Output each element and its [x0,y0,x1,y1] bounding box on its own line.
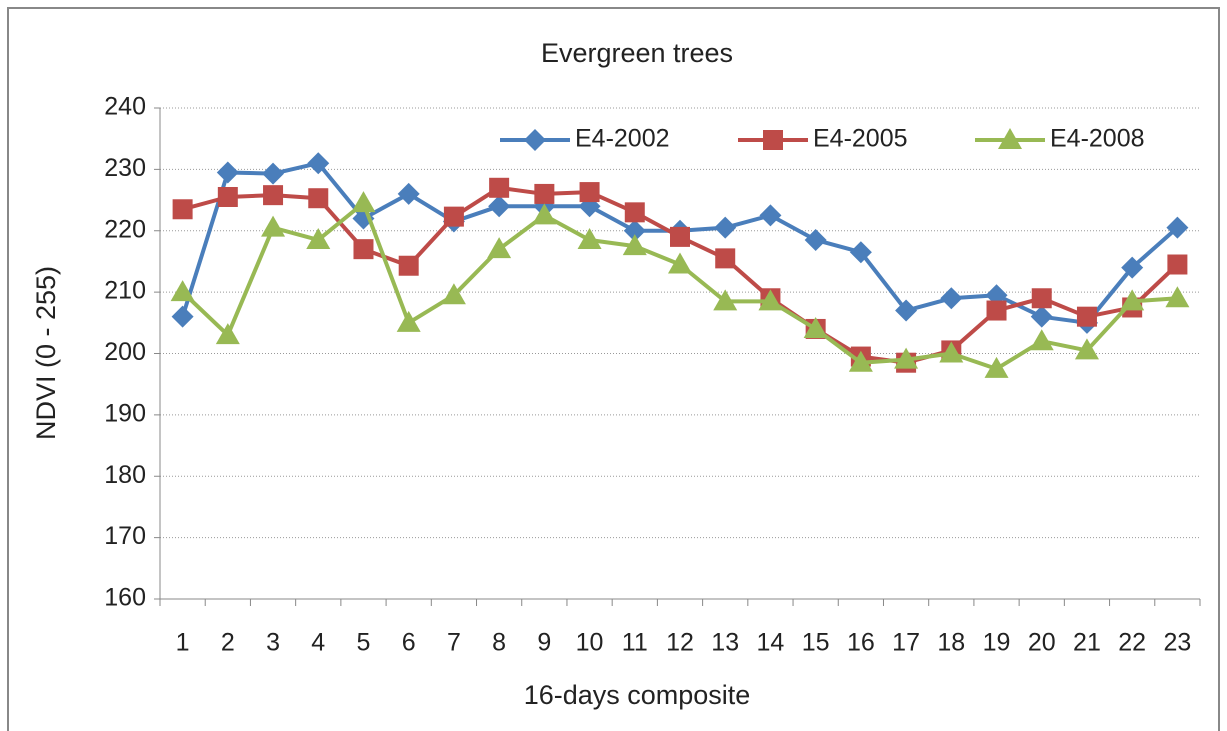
chart-frame [7,7,1220,731]
legend-marker [763,130,783,150]
data-point [215,323,240,345]
x-tick-label: 4 [311,629,325,657]
data-point [263,185,284,206]
data-point [1030,305,1053,328]
y-tick-label: 170 [104,522,146,550]
data-point [849,241,872,264]
legend-marker [524,129,546,151]
y-tick-label: 220 [104,215,146,243]
data-point [803,316,828,338]
data-point [216,161,239,184]
data-point [579,182,600,203]
data-point [984,356,1009,378]
y-tick-label: 240 [104,93,146,121]
data-point [714,216,737,239]
data-point [398,255,419,276]
y-tick-label: 160 [104,584,146,612]
data-point [397,182,420,205]
data-point [443,206,464,227]
data-point [1165,286,1190,308]
data-point [715,248,736,269]
data-point [1166,216,1189,239]
x-tick-label: 22 [1118,629,1146,657]
x-tick-label: 2 [221,629,235,657]
data-point [351,191,376,213]
data-point [1031,288,1052,309]
data-point [261,215,286,237]
legend-label: E4-2002 [575,125,670,153]
x-tick-label: 19 [983,629,1011,657]
data-point [308,188,329,209]
x-tick-label: 10 [576,629,604,657]
data-point [353,239,374,260]
data-point [1121,256,1144,279]
x-tick-label: 12 [666,629,694,657]
data-point [848,350,873,372]
data-point [713,289,738,311]
x-tick-label: 9 [537,629,551,657]
data-point [624,202,645,223]
legend-label: E4-2008 [1050,125,1145,153]
data-point [262,162,285,185]
chart-title: Evergreen trees [541,38,733,68]
data-point [986,300,1007,321]
data-point [894,347,919,369]
data-point [940,287,963,310]
data-point [307,152,330,175]
x-tick-label: 23 [1163,629,1191,657]
legend-label: E4-2005 [813,125,908,153]
data-point [488,195,511,218]
x-tick-label: 3 [266,629,280,657]
data-point [577,227,602,249]
x-tick-label: 16 [847,629,875,657]
x-axis-label: 16-days composite [524,680,751,710]
y-tick-label: 190 [104,399,146,427]
x-tick-label: 18 [937,629,965,657]
data-point [1120,289,1145,311]
x-tick-label: 6 [402,629,416,657]
y-axis-label: NDVI (0 - 255) [31,266,61,440]
x-tick-label: 21 [1073,629,1101,657]
y-tick-label: 200 [104,338,146,366]
data-point [396,310,421,332]
data-point [804,228,827,251]
data-point [170,280,195,302]
data-point [758,289,783,311]
y-tick-label: 180 [104,461,146,489]
data-point [532,203,557,225]
x-tick-label: 15 [802,629,830,657]
data-point [759,204,782,227]
data-point [441,283,466,305]
data-point [895,299,918,322]
data-point [668,252,692,274]
data-point [171,305,194,328]
data-point [670,226,690,247]
data-point [306,227,331,249]
data-point [172,199,193,220]
y-tick-label: 230 [104,154,146,182]
x-tick-label: 5 [357,629,371,657]
x-tick-label: 7 [447,629,461,657]
data-point [1076,306,1097,327]
x-tick-label: 1 [176,629,190,657]
data-point [1167,254,1188,275]
data-point [1029,329,1054,351]
data-point [489,177,510,198]
data-point [217,186,238,207]
legend-marker [998,128,1022,149]
x-tick-label: 11 [622,629,648,657]
x-tick-label: 14 [757,629,785,657]
data-point [487,237,512,259]
x-tick-label: 20 [1028,629,1056,657]
x-tick-label: 13 [711,629,739,657]
x-tick-label: 17 [892,629,920,657]
data-point [622,234,647,256]
data-point [534,183,555,204]
y-tick-label: 210 [104,277,146,305]
data-point [939,341,964,363]
x-tick-label: 8 [492,629,506,657]
data-point [1074,338,1099,360]
data-point [623,219,646,242]
